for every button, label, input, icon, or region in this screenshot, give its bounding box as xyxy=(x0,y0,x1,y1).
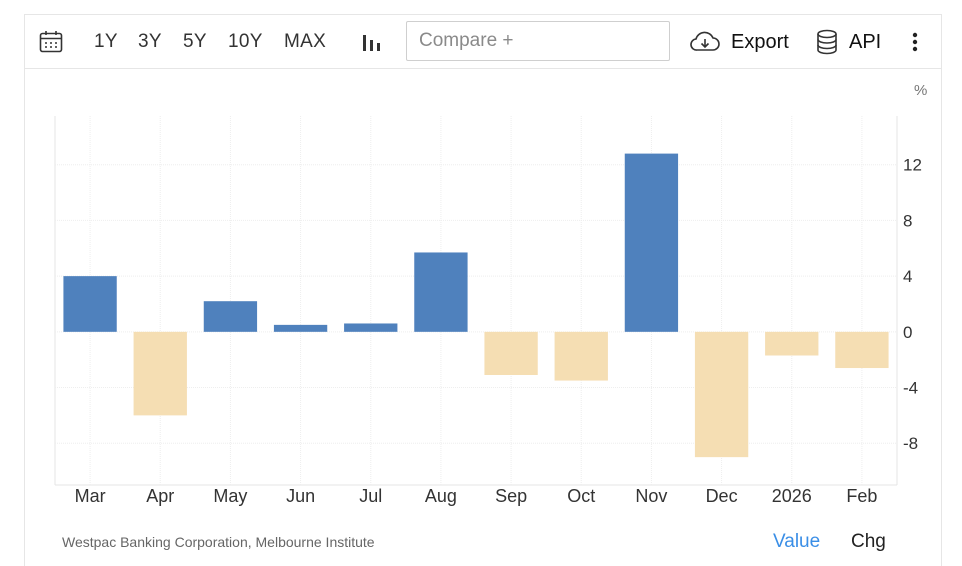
x-tick-label: Sep xyxy=(495,486,527,506)
x-tick-label: Oct xyxy=(567,486,595,506)
x-tick-label: Jun xyxy=(286,486,315,506)
range-3y-button[interactable]: 3Y xyxy=(138,31,162,52)
y-tick-label: 8 xyxy=(903,211,912,230)
bar-sep xyxy=(484,331,538,375)
bar-jul xyxy=(344,323,398,332)
x-tick-label: Feb xyxy=(846,486,877,506)
chart-type-icon[interactable] xyxy=(361,15,383,69)
source-text: Westpac Banking Corporation, Melbourne I… xyxy=(62,534,375,550)
x-tick-label: Jul xyxy=(359,486,382,506)
x-tick-label: Dec xyxy=(706,486,738,506)
chg-toggle[interactable]: Chg xyxy=(851,531,886,552)
x-tick-label: Apr xyxy=(146,486,174,506)
compare-input[interactable] xyxy=(406,21,670,61)
x-tick-label: Nov xyxy=(635,486,667,506)
x-tick-label: May xyxy=(213,486,247,506)
chart-panel: 1Y 3Y 5Y 10Y MAX Export xyxy=(24,14,942,566)
api-button[interactable]: API xyxy=(815,15,881,69)
export-label: Export xyxy=(731,30,789,53)
toolbar: 1Y 3Y 5Y 10Y MAX Export xyxy=(25,15,941,69)
value-toggle[interactable]: Value xyxy=(773,531,821,552)
more-menu-icon[interactable] xyxy=(911,15,919,69)
y-tick-label: 12 xyxy=(903,156,922,175)
api-label: API xyxy=(849,30,882,53)
calendar-icon[interactable] xyxy=(39,15,63,69)
range-max-button[interactable]: MAX xyxy=(284,31,327,52)
x-tick-label: Mar xyxy=(75,486,106,506)
range-5y-button[interactable]: 5Y xyxy=(183,31,207,52)
bar-aug xyxy=(414,252,468,332)
bar-2026 xyxy=(765,331,819,356)
y-tick-label: -8 xyxy=(903,434,918,453)
bar-feb xyxy=(835,331,889,369)
range-1y-button[interactable]: 1Y xyxy=(94,31,118,52)
cloud-download-icon xyxy=(689,30,721,54)
x-tick-label: Aug xyxy=(425,486,457,506)
database-icon xyxy=(815,29,839,55)
bar-apr xyxy=(133,331,187,416)
range-10y-button[interactable]: 10Y xyxy=(228,31,263,52)
y-tick-label: 4 xyxy=(903,267,912,286)
y-tick-label: -4 xyxy=(903,379,918,398)
y-unit-label: % xyxy=(914,82,927,99)
bar-nov xyxy=(624,153,679,332)
x-tick-label: 2026 xyxy=(772,486,812,506)
bar-mar xyxy=(63,276,117,332)
y-tick-label: 0 xyxy=(903,323,912,342)
bar-jun xyxy=(273,324,328,332)
bar-may xyxy=(203,301,258,332)
bar-oct xyxy=(554,331,608,381)
bar-chart: 12 8 4 0 -4 -8% Mar Apr May Jun Jul Aug Sep Oct Nov Dec… xyxy=(54,82,927,506)
bar-dec xyxy=(694,331,749,458)
export-button[interactable]: Export xyxy=(689,15,789,69)
